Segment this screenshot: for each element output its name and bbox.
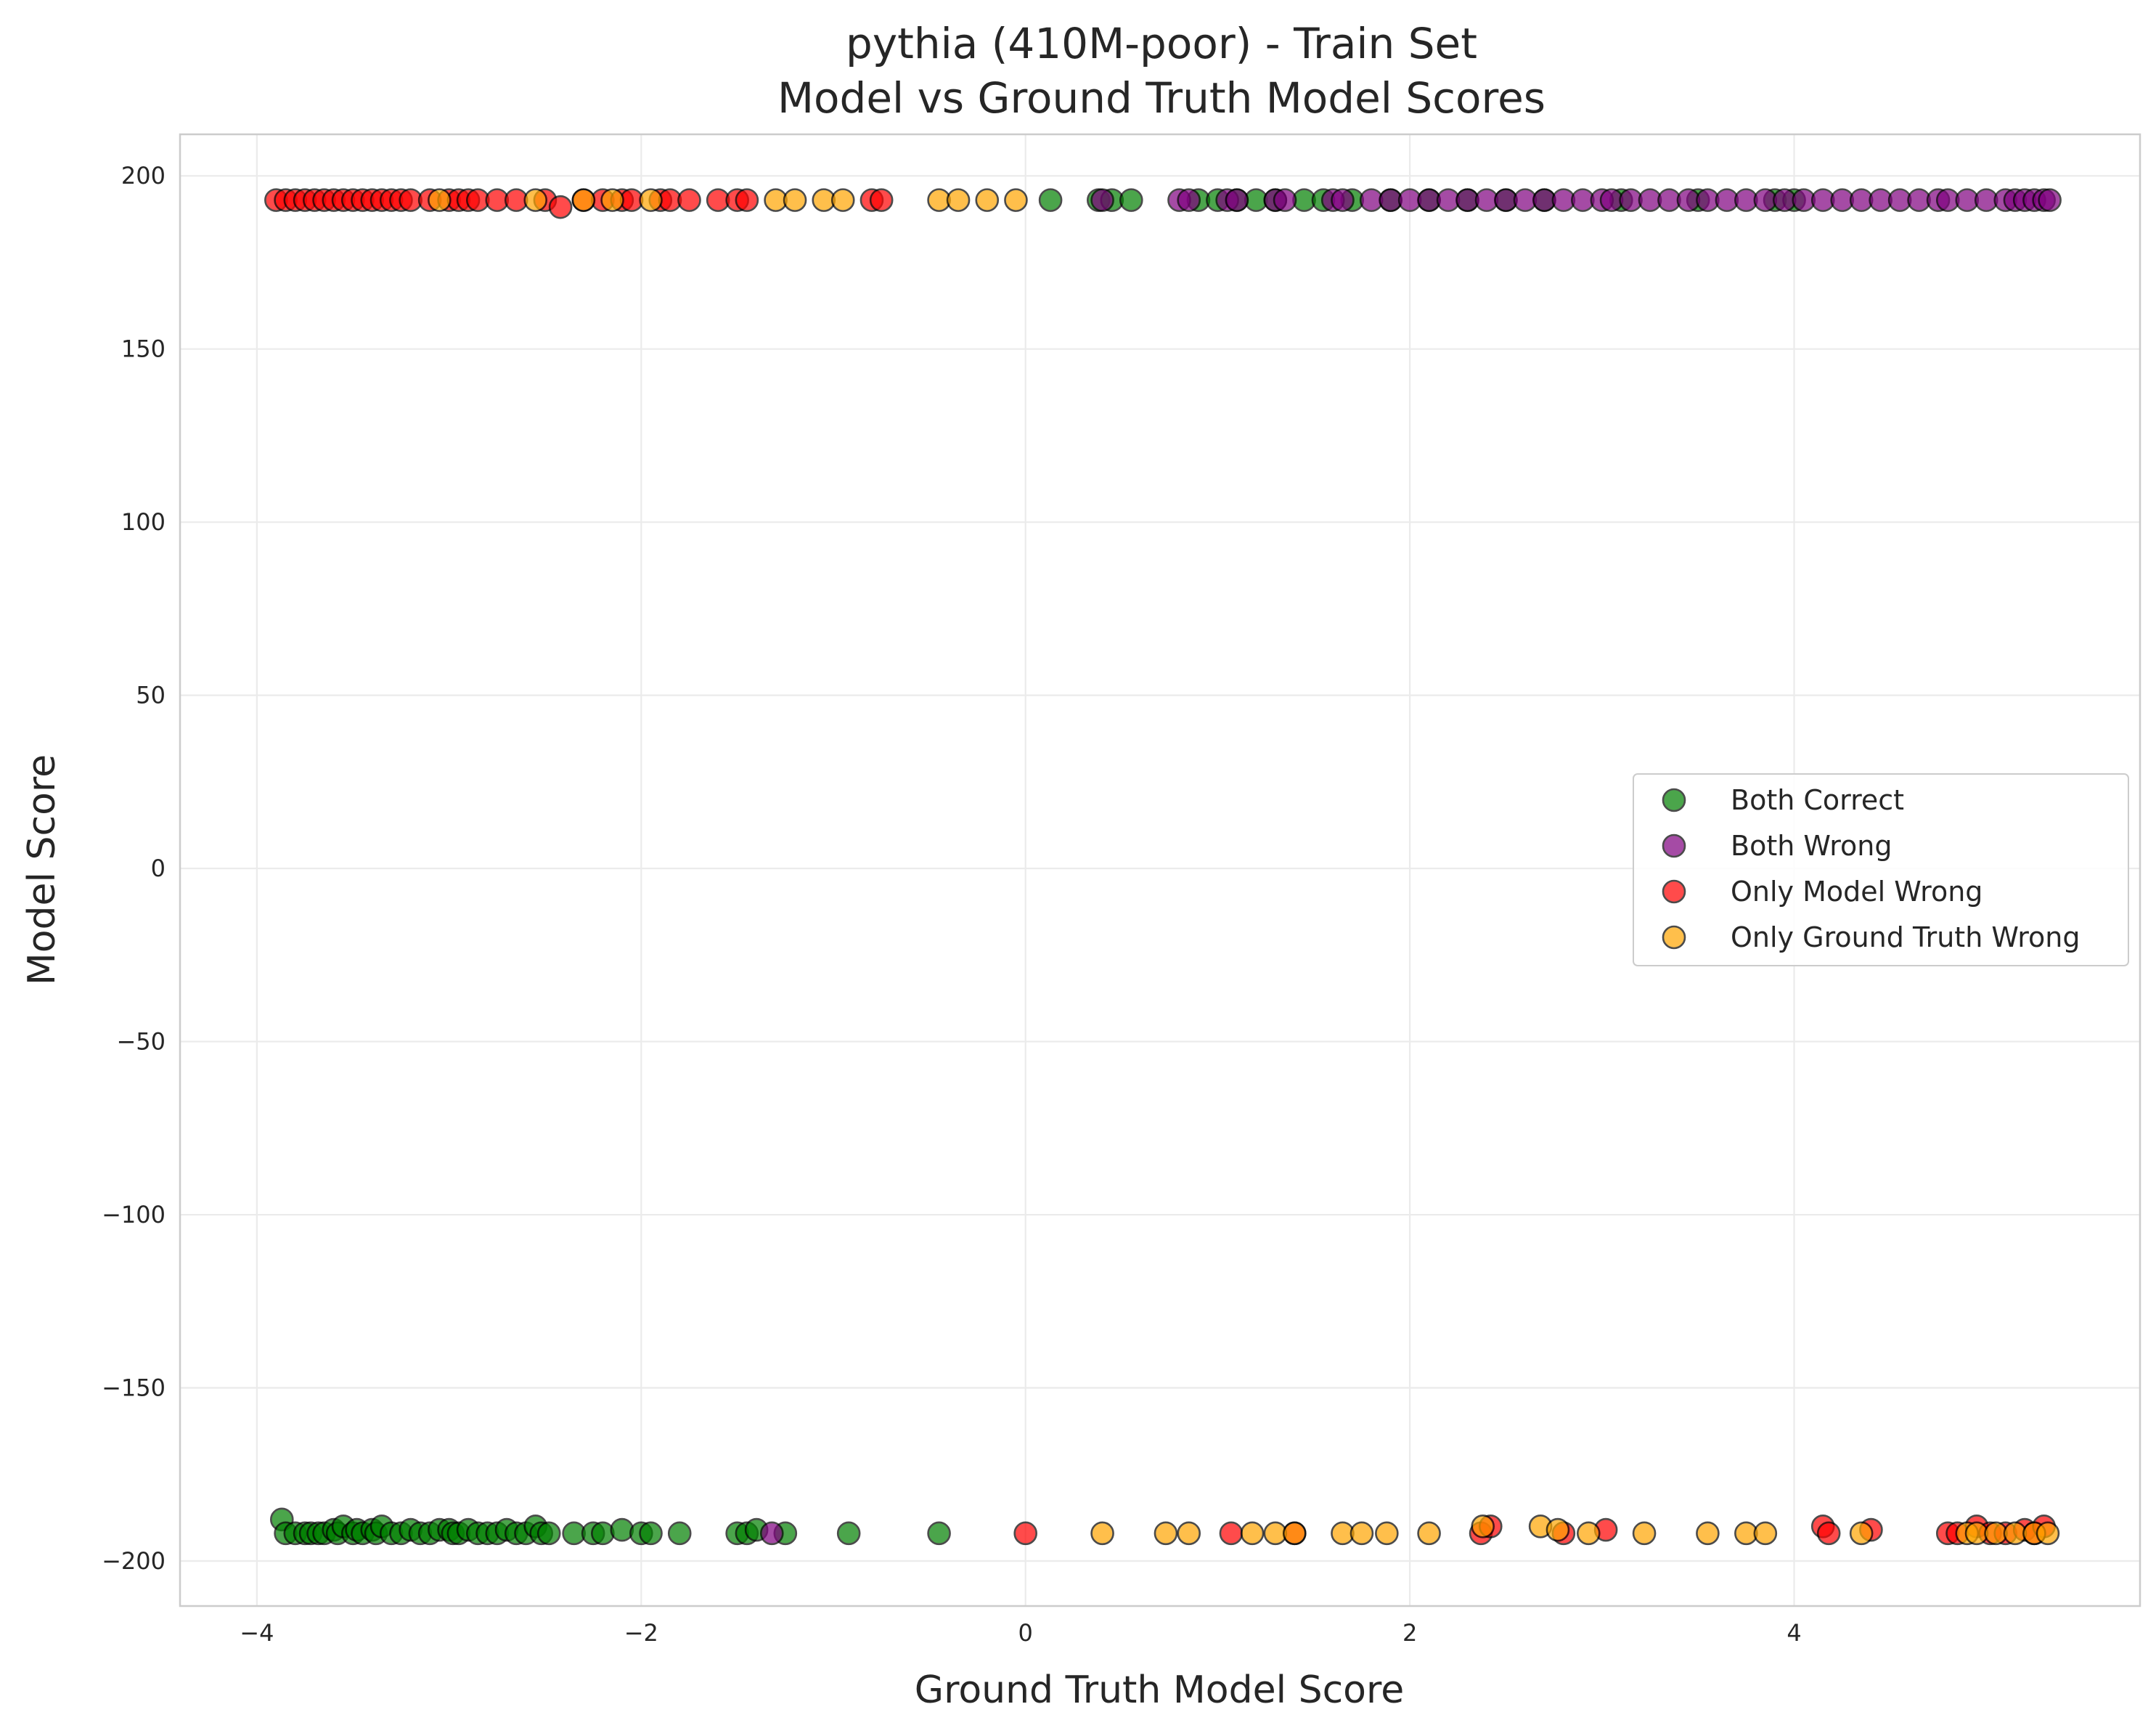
point-only-model-wrong: [548, 195, 573, 219]
series-both-wrong: [759, 188, 2062, 1546]
point-only-ground-truth-wrong: [1004, 188, 1028, 212]
legend-label-both-wrong: Both Wrong: [1731, 830, 1892, 862]
point-only-ground-truth-wrong: [1545, 1517, 1570, 1542]
x-tick-label: −2: [624, 1619, 658, 1647]
point-both-wrong: [2038, 188, 2062, 212]
point-both-correct: [639, 1521, 663, 1546]
series-both-correct: [269, 188, 1806, 1546]
point-both-wrong: [759, 1521, 784, 1546]
point-both-correct: [536, 1521, 561, 1546]
point-both-correct: [1038, 188, 1063, 212]
point-only-ground-truth-wrong: [1177, 1521, 1201, 1546]
point-only-ground-truth-wrong: [1153, 1521, 1178, 1546]
point-both-correct: [591, 1521, 615, 1546]
point-both-correct: [610, 1517, 634, 1542]
legend-box: [1633, 773, 2129, 966]
point-only-ground-truth-wrong: [1753, 1521, 1778, 1546]
point-only-ground-truth-wrong: [783, 188, 807, 212]
point-only-model-wrong: [869, 188, 894, 212]
point-only-ground-truth-wrong: [428, 188, 452, 212]
point-only-ground-truth-wrong: [1696, 1521, 1720, 1546]
y-tick-label: 150: [121, 335, 166, 363]
legend-marker-only-ground-truth-wrong: [1662, 925, 1686, 950]
point-only-model-wrong: [735, 188, 759, 212]
chart-subtitle: Model vs Ground Truth Model Scores: [777, 73, 1545, 123]
x-tick-label: 4: [1787, 1619, 1801, 1647]
point-only-model-wrong: [1816, 1521, 1841, 1546]
x-axis-label: Ground Truth Model Score: [915, 1668, 1404, 1712]
y-tick-label: 100: [121, 508, 166, 536]
y-axis-label: Model Score: [20, 754, 64, 985]
y-axis-ticks: −200 −150 −100 −50 0 50 100 150 200: [102, 162, 166, 1575]
point-only-ground-truth-wrong: [1849, 1521, 1874, 1546]
point-both-wrong: [1273, 188, 1297, 212]
point-both-wrong: [1331, 188, 1355, 212]
point-only-ground-truth-wrong: [975, 188, 1000, 212]
point-only-model-wrong: [1219, 1521, 1244, 1546]
series-only-ground-truth-wrong: [428, 188, 2060, 1546]
x-tick-label: 0: [1018, 1619, 1033, 1647]
point-only-ground-truth-wrong: [1282, 1521, 1307, 1546]
point-both-correct: [667, 1521, 692, 1546]
point-only-ground-truth-wrong: [1576, 1521, 1601, 1546]
point-both-wrong: [1177, 188, 1201, 212]
legend-marker-both-correct: [1662, 788, 1686, 812]
y-tick-label: −50: [116, 1028, 166, 1056]
plot-frame: [179, 133, 2141, 1607]
point-only-ground-truth-wrong: [1090, 1521, 1114, 1546]
y-tick-label: 50: [136, 682, 166, 709]
point-both-wrong: [1090, 188, 1114, 212]
point-only-ground-truth-wrong: [1375, 1521, 1399, 1546]
point-only-ground-truth-wrong: [1632, 1521, 1657, 1546]
point-both-wrong: [1225, 188, 1249, 212]
x-axis-ticks: −4 −2 0 2 4: [240, 1619, 1801, 1647]
legend-marker-only-model-wrong: [1662, 879, 1686, 904]
y-tick-label: −100: [102, 1201, 166, 1228]
point-only-ground-truth-wrong: [1349, 1521, 1374, 1546]
data-points: [264, 188, 2062, 1546]
legend-label-only-model-wrong: Only Model Wrong: [1731, 876, 1983, 908]
chart-title: pythia (410M-poor) - Train Set: [846, 19, 1477, 68]
point-only-ground-truth-wrong: [946, 188, 971, 212]
point-only-ground-truth-wrong: [571, 188, 596, 212]
legend: Both Correct Both Wrong Only Model Wrong…: [1633, 773, 2129, 966]
point-only-ground-truth-wrong: [600, 188, 624, 212]
y-tick-label: −150: [102, 1374, 166, 1402]
point-only-model-wrong: [677, 188, 701, 212]
y-tick-label: 200: [121, 162, 166, 189]
point-both-correct: [836, 1521, 861, 1546]
point-only-ground-truth-wrong: [1417, 1521, 1441, 1546]
point-only-ground-truth-wrong: [2035, 1521, 2060, 1546]
point-only-model-wrong: [1013, 1521, 1038, 1546]
point-both-correct: [1119, 188, 1143, 212]
x-tick-label: 2: [1402, 1619, 1417, 1647]
point-only-ground-truth-wrong: [523, 188, 548, 212]
x-tick-label: −4: [240, 1619, 274, 1647]
y-tick-label: 0: [151, 855, 166, 882]
point-only-ground-truth-wrong: [639, 188, 663, 212]
point-only-ground-truth-wrong: [1471, 1515, 1495, 1539]
point-only-ground-truth-wrong: [830, 188, 855, 212]
legend-label-only-ground-truth-wrong: Only Ground Truth Wrong: [1731, 921, 2080, 953]
legend-label-both-correct: Both Correct: [1731, 784, 1904, 816]
legend-marker-both-wrong: [1662, 834, 1686, 858]
y-tick-label: −200: [102, 1547, 166, 1575]
point-only-ground-truth-wrong: [1240, 1521, 1265, 1546]
point-both-correct: [927, 1521, 951, 1546]
